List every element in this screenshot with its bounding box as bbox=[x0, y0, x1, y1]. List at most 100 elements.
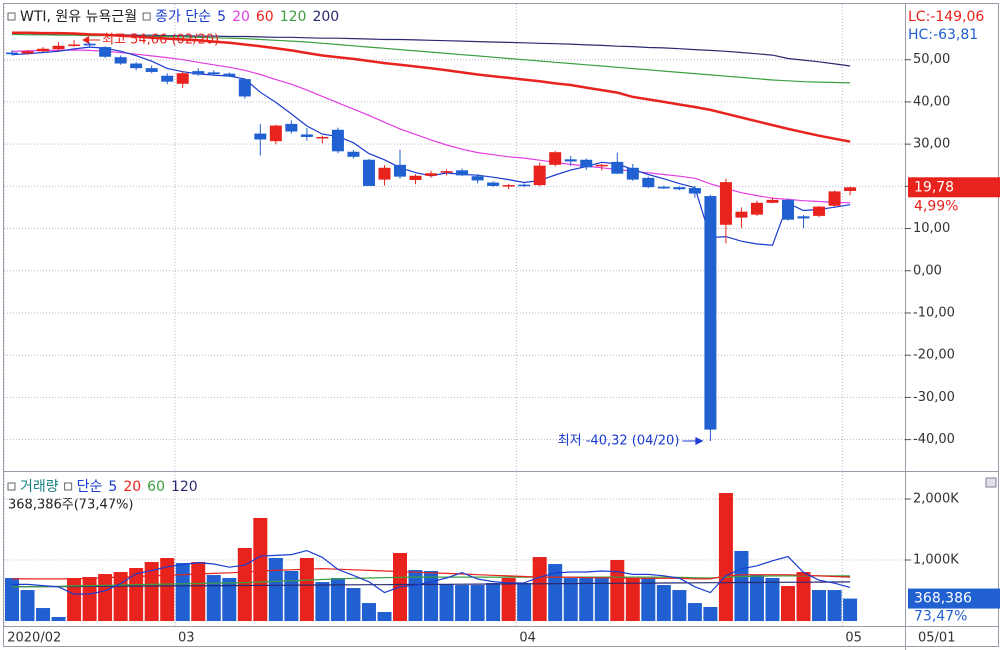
candle-body bbox=[735, 211, 748, 218]
candle-body bbox=[362, 159, 375, 186]
candle-body bbox=[52, 45, 65, 50]
volume-bar bbox=[439, 583, 454, 622]
volume-bar bbox=[625, 578, 640, 622]
candle-body bbox=[456, 170, 469, 176]
volume-bar bbox=[579, 578, 594, 622]
volume-bar bbox=[206, 575, 221, 622]
panel-button[interactable] bbox=[985, 477, 997, 488]
candle-body bbox=[611, 161, 624, 174]
y-tick-label: -30,00 bbox=[913, 390, 955, 405]
volume-bar bbox=[812, 590, 827, 622]
volume-bar bbox=[486, 583, 501, 622]
volume-bar bbox=[765, 578, 780, 622]
volume-average-line bbox=[12, 549, 851, 595]
candle-body bbox=[673, 187, 686, 190]
x-tick-label: 04 bbox=[519, 631, 536, 646]
y-tick-label: -40,00 bbox=[913, 432, 955, 447]
volume-bar bbox=[641, 578, 656, 622]
candle-body bbox=[192, 71, 205, 75]
legend-entry: 5 bbox=[217, 9, 226, 25]
volume-bar bbox=[424, 570, 439, 622]
volume-bar bbox=[734, 550, 749, 622]
candle-body bbox=[37, 48, 50, 52]
last-volume-box bbox=[908, 588, 1000, 609]
frame bbox=[3, 3, 999, 647]
volume-bar bbox=[361, 603, 376, 622]
candle-body bbox=[549, 152, 562, 165]
y-tick-label: 1,000K bbox=[913, 553, 959, 568]
legend-entry: 120 bbox=[171, 479, 198, 495]
y-tick-label: 2,000K bbox=[913, 491, 959, 506]
high-annotation: 최고 54,66 (02/20) bbox=[102, 33, 219, 48]
candle-body bbox=[378, 167, 391, 180]
legend-entry: 20 bbox=[232, 9, 250, 25]
volume-bar bbox=[796, 572, 811, 622]
volume-bar bbox=[532, 557, 547, 622]
legend-entry: 20 bbox=[123, 479, 141, 495]
volume-bar bbox=[687, 603, 702, 622]
volume-bar bbox=[548, 564, 563, 622]
candle-body bbox=[238, 79, 251, 97]
volume-bar bbox=[346, 588, 361, 622]
candle-body bbox=[161, 75, 174, 82]
volume-bar bbox=[749, 575, 764, 622]
volume-bar bbox=[144, 562, 159, 622]
volume-bar bbox=[517, 583, 532, 622]
volume-summary: 368,386주(73,47%) bbox=[8, 498, 133, 513]
candle-body bbox=[657, 186, 670, 189]
volume-bar bbox=[51, 617, 66, 622]
legend-entry: 200 bbox=[312, 9, 339, 25]
candle-body bbox=[145, 68, 158, 72]
lc-label: LC:-149,06 bbox=[908, 9, 984, 25]
legend-icon bbox=[7, 12, 16, 21]
candle-body bbox=[797, 216, 810, 219]
volume-bar bbox=[20, 590, 35, 622]
candle-body bbox=[425, 173, 438, 176]
candle-body bbox=[285, 123, 298, 132]
candle-body bbox=[176, 73, 189, 84]
y-tick-label: 50,00 bbox=[913, 52, 950, 67]
volume-bar bbox=[330, 578, 345, 622]
volume-bar bbox=[672, 590, 687, 622]
legend-title: WTI, 원유 뉴욕근월 bbox=[20, 9, 137, 25]
candle-body bbox=[564, 159, 577, 162]
volume-bar bbox=[470, 585, 485, 622]
volume-bar bbox=[5, 578, 19, 622]
volume-bar bbox=[98, 574, 113, 622]
moving-average-line bbox=[11, 49, 851, 204]
volume-bar bbox=[191, 562, 206, 622]
candle-body bbox=[844, 187, 857, 191]
moving-average-line bbox=[12, 32, 851, 67]
y-tick-label: 30,00 bbox=[913, 137, 950, 152]
candle-body bbox=[21, 51, 34, 54]
legend-entry: 60 bbox=[256, 9, 274, 25]
low-annotation: 최저 -40,32 (04/20) bbox=[558, 433, 680, 448]
volume-bar bbox=[455, 585, 470, 622]
x-tick-label: 2020/02 bbox=[7, 631, 61, 646]
candle-body bbox=[750, 202, 763, 215]
candle-body bbox=[207, 72, 220, 75]
candle-body bbox=[688, 188, 701, 194]
legend-icon bbox=[142, 12, 151, 21]
candle-body bbox=[440, 171, 453, 173]
volume-bar bbox=[222, 578, 237, 622]
candle-body bbox=[595, 164, 608, 167]
volume-bar bbox=[501, 578, 516, 622]
volume-bar bbox=[82, 577, 97, 622]
volume-average-line bbox=[11, 581, 851, 588]
candle-body bbox=[99, 47, 112, 57]
x-tick-label: 05 bbox=[845, 631, 862, 646]
volume-bar bbox=[377, 612, 392, 622]
candle-body bbox=[518, 184, 531, 187]
volume-bar bbox=[36, 608, 51, 622]
candle-body bbox=[471, 176, 484, 181]
volume-bar bbox=[843, 598, 858, 622]
volume-bar bbox=[253, 517, 268, 622]
volume-bar bbox=[175, 563, 190, 622]
volume-bar bbox=[408, 570, 423, 622]
last-price-box bbox=[908, 177, 1000, 198]
volume-bar bbox=[268, 558, 283, 622]
candle-body bbox=[828, 191, 841, 206]
candle-body bbox=[223, 73, 236, 77]
